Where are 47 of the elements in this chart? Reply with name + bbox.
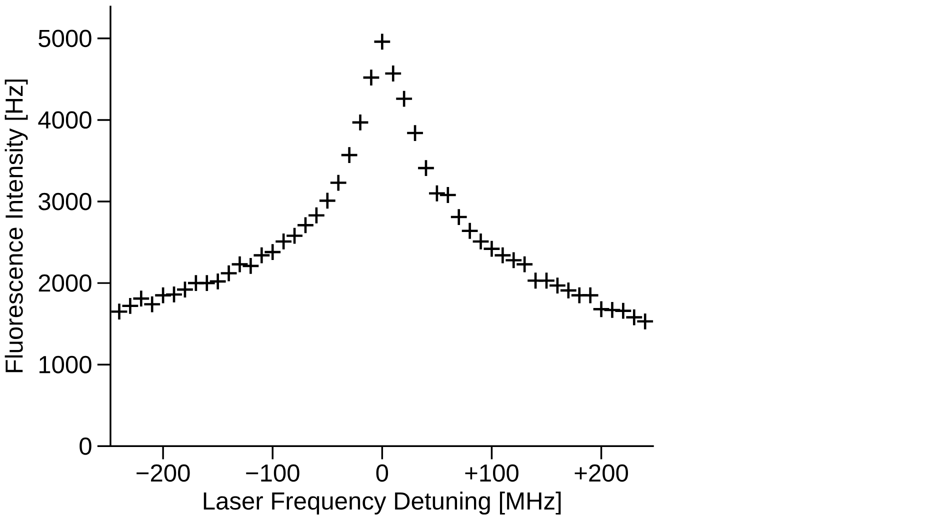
point <box>252 246 271 265</box>
point <box>242 256 260 276</box>
x-tick-label: −100 <box>246 464 300 482</box>
point <box>581 286 600 305</box>
point <box>428 184 446 203</box>
point <box>636 312 654 331</box>
point <box>264 243 282 262</box>
x-tick-label: −200 <box>136 464 190 482</box>
y-tick-label: 0 <box>80 438 92 456</box>
point <box>208 272 227 291</box>
point <box>394 90 414 108</box>
point <box>329 174 348 192</box>
y-tick-label: 4000 <box>38 111 92 129</box>
y-axis-title: Fluorescence Intensity [Hz] <box>4 80 28 372</box>
point <box>164 286 184 304</box>
x-axis-title: Laser Frequency Detuning [MHz] <box>204 492 561 515</box>
point <box>230 255 249 274</box>
y-tick-label: 1000 <box>40 356 92 374</box>
point <box>176 280 194 299</box>
point <box>384 64 402 83</box>
point <box>220 264 238 283</box>
point <box>351 113 370 132</box>
y-tick-label: 2000 <box>38 274 92 292</box>
point <box>362 68 380 87</box>
point <box>406 124 424 142</box>
point <box>416 159 436 178</box>
x-tick-label: 0 <box>376 464 388 482</box>
point <box>438 186 458 204</box>
x-tick-label: +200 <box>574 464 628 482</box>
point <box>154 286 172 305</box>
point <box>515 255 534 274</box>
point <box>373 32 392 51</box>
point <box>307 206 326 225</box>
y-tick-label: 5000 <box>38 30 92 48</box>
point <box>318 192 336 210</box>
point <box>296 216 315 234</box>
point <box>285 226 304 246</box>
point <box>110 302 128 321</box>
point <box>450 208 468 226</box>
x-tick-label: +100 <box>465 464 518 482</box>
point <box>274 232 293 251</box>
point <box>592 300 610 318</box>
point <box>121 296 140 316</box>
point <box>603 301 622 320</box>
point <box>198 274 216 292</box>
point <box>340 146 358 164</box>
y-tick-label: 3000 <box>38 192 92 210</box>
